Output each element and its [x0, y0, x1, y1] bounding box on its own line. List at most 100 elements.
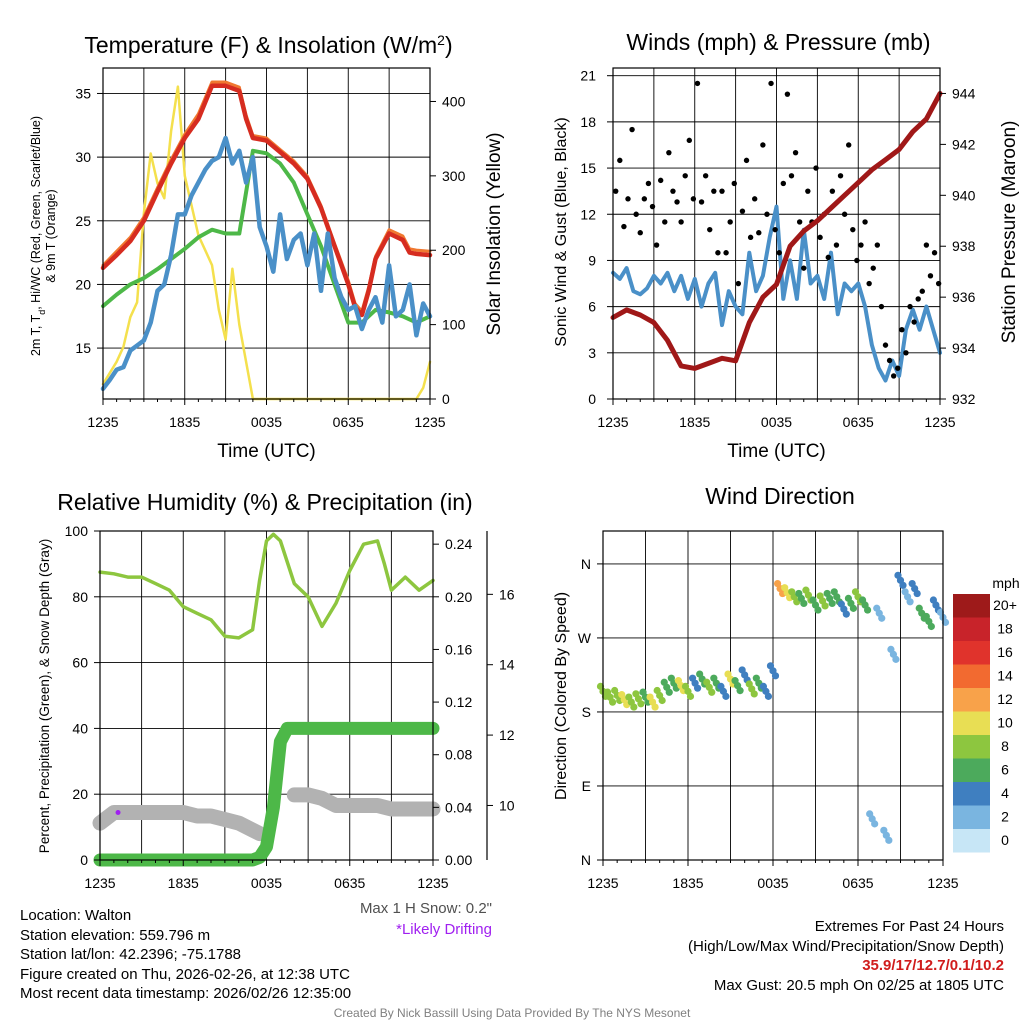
y-tick-label: W: [578, 630, 592, 646]
gust-point: [817, 234, 823, 241]
colorbar-swatch: [953, 735, 990, 759]
x-tick-label: 1235: [84, 875, 115, 891]
gust-point: [890, 373, 897, 379]
y-tick-label: E: [582, 778, 591, 794]
x-tick-label: 1235: [924, 414, 955, 430]
x-tick-label: 1835: [168, 875, 199, 891]
gust-point: [682, 173, 688, 179]
x-tick-label: 1235: [87, 414, 118, 430]
precip-tick-label: 0.16: [445, 641, 472, 657]
colorbar-label: 4: [1001, 785, 1009, 801]
gust-point: [711, 188, 717, 194]
direction-point: [828, 599, 836, 608]
gust-point: [796, 219, 803, 225]
y-right-tick-label: 940: [952, 187, 976, 203]
gust-point: [780, 180, 787, 187]
direction-point: [771, 672, 780, 680]
colorbar-swatch: [953, 664, 990, 688]
gust-point: [931, 250, 938, 256]
gust-point: [866, 280, 872, 287]
gust-point: [878, 303, 885, 310]
colorbar-swatch: [953, 711, 990, 735]
y-label-part: 2m T, T: [29, 314, 43, 356]
gust-point: [919, 288, 925, 294]
gust-point: [743, 157, 750, 164]
precip-tick-label: 0.00: [445, 852, 472, 868]
drifting-marker: [115, 809, 121, 815]
gust-point: [792, 149, 799, 156]
gust-point: [764, 211, 770, 217]
gust-point: [621, 223, 627, 230]
elevation-text: Station elevation: 559.796 m: [20, 926, 211, 944]
gust-point: [772, 226, 778, 233]
wind-direction-chart: N E S W N 1235 1835 0035 0635 1235 Wind Direction D…: [553, 483, 1020, 891]
y-tick-label: 100: [65, 523, 89, 539]
x-tick-label: 0635: [333, 414, 364, 430]
winds-chart: 0 3 6 9 12 15 18 21 932 934 936 938 940 942 944 1235 183…: [553, 29, 1020, 462]
gust-point: [915, 296, 921, 302]
x-tick-label: 1235: [927, 875, 958, 891]
extremes-panel: Extremes For Past 24 Hours (High/Low/Max…: [688, 917, 1004, 995]
gust-point: [923, 242, 930, 248]
x-tick-label: 1835: [672, 875, 703, 891]
y-right-tick-label: 300: [442, 168, 466, 184]
colorbar-swatch: [953, 641, 990, 665]
y-tick-label: 35: [75, 85, 91, 101]
x-tick-label: 1235: [587, 875, 618, 891]
snow-tick-label: 16: [499, 586, 515, 602]
gust-point: [715, 250, 721, 256]
y-tick-label: 0: [588, 391, 596, 407]
direction-point: [658, 696, 666, 705]
gust-point: [760, 142, 766, 148]
colorbar-label: 0: [1001, 832, 1009, 848]
gust-point: [870, 265, 876, 271]
latlon-text: Station lat/lon: 42.2396; -75.1788: [20, 946, 242, 964]
colorbar-swatch: [953, 594, 990, 618]
y-tick-label: 30: [75, 149, 91, 165]
colorbar-swatch: [953, 782, 990, 806]
credit-footer: Created By Nick Bassill Using Data Provi…: [333, 1006, 691, 1020]
gust-point: [882, 342, 889, 348]
colorbar-label: 20+: [993, 597, 1017, 613]
gust-point: [613, 188, 619, 194]
precip-tick-label: 0.24: [445, 536, 472, 552]
y-tick-label: 20: [75, 276, 91, 292]
y-right-tick-label: 944: [952, 85, 976, 101]
series-line-snow-depth: [286, 787, 441, 817]
y-tick-label: N: [581, 852, 591, 868]
x-axis-label: Time (UTC): [727, 441, 826, 462]
y-tick-label: 12: [580, 206, 596, 222]
gust-point: [833, 242, 840, 248]
y-right-tick-label: 932: [952, 391, 976, 407]
y-axis-label: 2m T, Td, Hi/WC (Red, Green, Scarlet/Blu…: [29, 116, 58, 356]
gust-point: [756, 230, 762, 236]
series-line-2m-t: [100, 83, 433, 318]
direction-point: [630, 703, 638, 711]
y-right-tick-label: 942: [952, 136, 976, 152]
x-tick-label: 1235: [417, 875, 448, 891]
gust-point: [813, 165, 819, 171]
direction-point: [842, 610, 850, 618]
gust-point: [858, 242, 864, 248]
x-axis-label: Time (UTC): [217, 441, 316, 462]
gust-point: [719, 188, 725, 194]
gust-point: [625, 196, 631, 202]
y-tick-label: S: [582, 704, 591, 720]
direction-point: [863, 606, 872, 614]
colorbar-label: 14: [997, 668, 1013, 684]
x-tick-label: 1235: [414, 414, 445, 430]
colorbar-swatch: [953, 617, 990, 641]
gust-point: [874, 242, 881, 248]
series-line-hi-wc: [100, 135, 433, 392]
y-right-axis-label: Station Pressure (Maroon): [999, 121, 1020, 344]
colorbar-swatch: [953, 829, 990, 853]
chart-title: Temperature (F) & Insolation (W/m2): [84, 32, 452, 58]
y-tick-label: 25: [75, 213, 91, 229]
x-tick-label: 0035: [251, 414, 282, 430]
y-right-tick-label: 938: [952, 238, 976, 254]
gust-point: [907, 303, 913, 310]
gust-point: [747, 234, 754, 241]
gust-point: [731, 180, 737, 187]
gust-point: [854, 257, 860, 264]
x-tick-label: 0035: [757, 875, 788, 891]
